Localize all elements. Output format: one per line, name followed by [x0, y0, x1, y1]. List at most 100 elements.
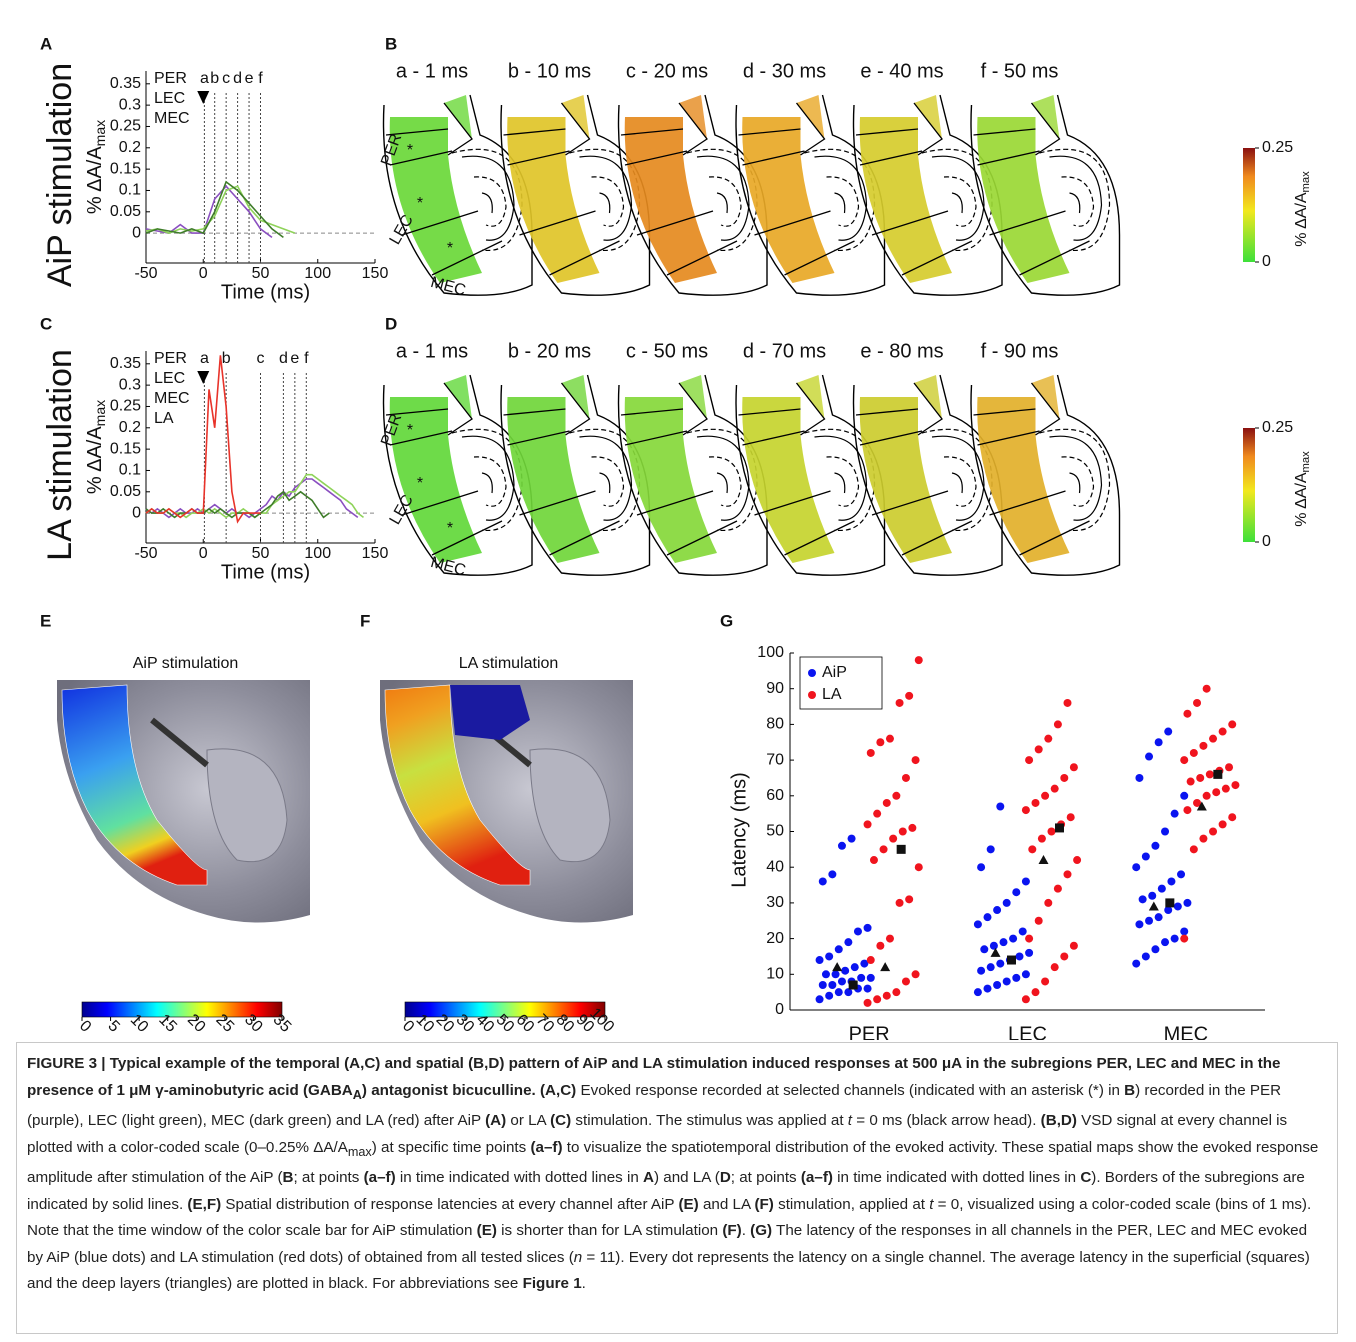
colorbar-label-sub: max	[1300, 451, 1312, 473]
data-point	[815, 995, 824, 1004]
data-point	[895, 898, 904, 907]
data-point	[1135, 773, 1144, 782]
y-tick-label: 90	[766, 680, 784, 697]
channel-marker: *	[417, 475, 423, 492]
data-point	[1063, 870, 1072, 879]
data-point	[1050, 784, 1059, 793]
colorbar-tick-label: 5	[104, 1017, 122, 1035]
series-line	[145, 355, 261, 524]
caption-text: to visualize the spatiotemporal distribu…	[27, 1138, 1319, 1187]
caption-text: t	[929, 1195, 934, 1213]
data-point	[889, 834, 898, 843]
time-marker-label: a	[200, 70, 209, 87]
data-point	[986, 963, 995, 972]
time-marker-label: d	[233, 70, 242, 87]
slice-map	[735, 374, 886, 576]
latency-band	[384, 684, 531, 886]
y-tick-label: 80	[766, 716, 784, 733]
hippocampus	[804, 148, 876, 252]
y-tick-label: 0.2	[119, 419, 141, 436]
data-point	[882, 991, 891, 1000]
y-tick-label: 0.35	[110, 355, 141, 372]
legend-label: LEC	[154, 370, 185, 387]
time-marker-label: c	[222, 70, 230, 87]
superficial-mean	[848, 980, 858, 990]
legend-label: AiP	[822, 664, 847, 681]
data-point	[1180, 927, 1189, 936]
data-point	[914, 863, 923, 872]
activity-triangle	[914, 95, 942, 139]
activity-triangle	[561, 95, 590, 139]
caption-text: FIGURE 3 | Typical example of the tempor…	[27, 1055, 1281, 1099]
data-point	[996, 802, 1005, 811]
y-axis-label: Latency (ms)	[728, 772, 750, 888]
series-line	[145, 185, 296, 234]
data-point	[863, 984, 872, 993]
hippocampus	[686, 428, 758, 532]
time-marker-label: c	[257, 350, 265, 367]
caption-text: .	[581, 1275, 586, 1293]
caption-text: = 0, visualized using a color-coded scal…	[27, 1195, 1312, 1240]
caption-text: ) at specific time points	[371, 1138, 531, 1156]
slice-outline	[970, 374, 1121, 576]
colorbar-label: % ΔA/Amax	[1293, 451, 1312, 527]
data-point	[1012, 973, 1021, 982]
deep-mean	[880, 962, 891, 972]
caption-text: A	[352, 1087, 362, 1102]
data-point	[1183, 898, 1192, 907]
hippocampus	[451, 428, 523, 532]
data-point	[873, 809, 882, 818]
data-point	[911, 970, 920, 979]
y-tick-label: 0.15	[110, 160, 141, 177]
data-point	[1060, 952, 1069, 961]
data-point	[866, 956, 875, 965]
data-point	[1060, 773, 1069, 782]
data-point	[841, 966, 850, 975]
region-border	[973, 102, 1090, 276]
x-tick-label: 100	[304, 265, 331, 282]
data-point	[1154, 738, 1163, 747]
hippocampus	[579, 435, 633, 521]
data-point	[1018, 927, 1027, 936]
y-tick-label: 30	[766, 894, 784, 911]
data-point	[1141, 852, 1150, 861]
data-point	[892, 791, 901, 800]
data-point	[837, 841, 846, 850]
data-point	[876, 738, 885, 747]
caption-text: A	[643, 1169, 654, 1187]
data-point	[1183, 709, 1192, 718]
map-title: a - 1 ms	[396, 60, 468, 82]
x-tick-label: 50	[252, 265, 270, 282]
slice-outline	[970, 94, 1121, 296]
caption-text: .	[741, 1222, 751, 1240]
y-axis-label-main: % ΔA/A	[84, 146, 106, 214]
hippocampus	[921, 428, 993, 532]
hippocampus	[461, 435, 515, 521]
data-point	[866, 748, 875, 757]
data-point	[1025, 948, 1034, 957]
data-point	[1063, 698, 1072, 707]
activity-triangle	[679, 95, 707, 139]
data-point	[1228, 720, 1237, 729]
hippocampus	[569, 148, 641, 252]
data-point	[1148, 891, 1157, 900]
data-point	[908, 823, 917, 832]
caption-text: stimulation. The stimulus was applied at	[571, 1112, 848, 1130]
activity-map	[624, 117, 717, 283]
y-tick-label: 0.25	[110, 398, 141, 415]
channel-marker: *	[417, 195, 423, 212]
data-point	[983, 984, 992, 993]
activity-map	[389, 397, 482, 563]
data-point	[1199, 834, 1208, 843]
caption-text: ) antagonist bicuculline.	[361, 1081, 540, 1099]
x-tick-label: 150	[362, 265, 389, 282]
hippocampus	[814, 155, 868, 241]
hippocampus	[1039, 428, 1111, 532]
activity-triangle	[914, 375, 942, 419]
stimulus-arrow	[197, 371, 210, 384]
map-title: d - 70 ms	[743, 340, 826, 362]
caption-text: ) recorded in the PER (purple), LEC (lig…	[27, 1081, 1282, 1130]
x-tick-label: 150	[362, 545, 389, 562]
colorbar-label-main: % ΔA/A	[1293, 192, 1310, 247]
y-tick-label: 0.05	[110, 483, 141, 500]
